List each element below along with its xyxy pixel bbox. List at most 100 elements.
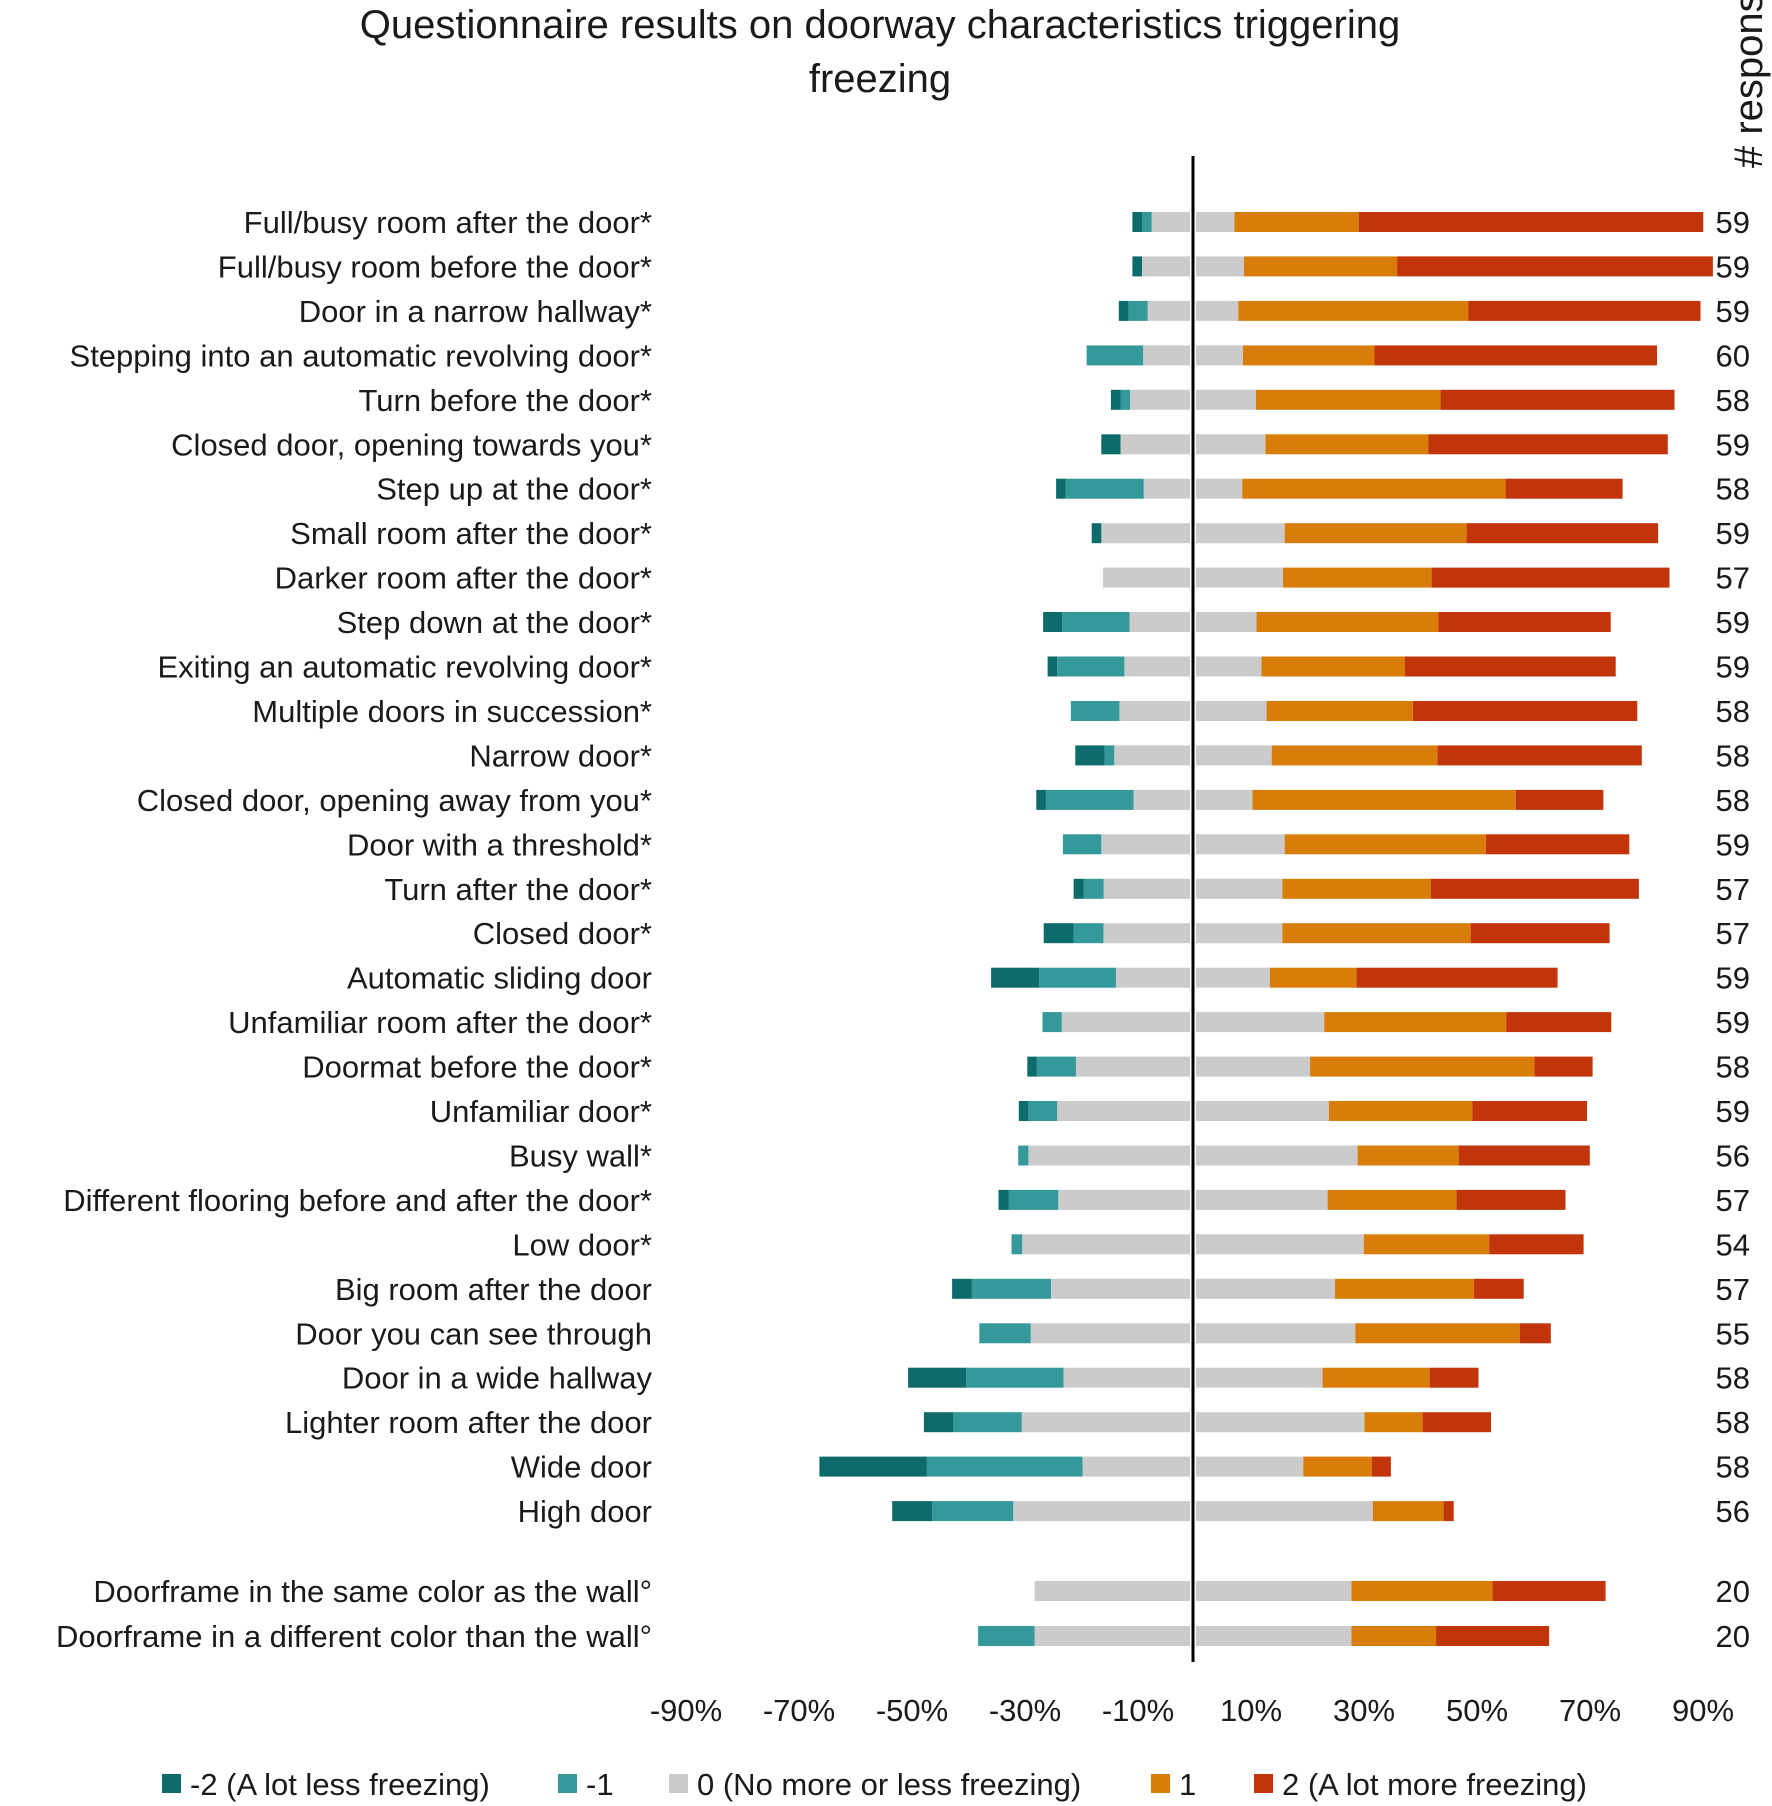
bar-segment-minus1 [1018,1145,1029,1166]
bar-segment-neutral-right [1196,789,1253,810]
bar-segment-plus1 [1234,212,1359,232]
category-label: Door with a threshold* [347,827,652,862]
bar-segment-neutral-right [1196,567,1283,588]
bar-segment-plus1 [1328,1101,1473,1121]
bar-segment-plus2 [1456,1189,1566,1210]
bar-segment-neutral-right [1196,1323,1356,1344]
bar-segment-neutral-right [1196,878,1283,899]
bar-segment-neutral-right [1196,389,1256,410]
bar-segment-neutral-left [1101,523,1190,544]
bar-segment-plus2 [1489,1234,1584,1255]
category-label: Full/busy room after the door* [244,205,652,240]
x-tick-label: -10% [1102,1693,1174,1728]
bar-segment-minus2 [1110,389,1121,410]
category-label: Different flooring before and after the … [63,1183,652,1218]
bar-segment-minus2 [923,1412,954,1433]
bar-segment-plus1 [1335,1278,1474,1299]
bar-segment-neutral-right [1196,523,1285,544]
bar-segment-plus2 [1397,256,1713,277]
response-count: 59 [1716,205,1750,240]
x-tick-label: -50% [876,1693,948,1728]
legend-swatch [558,1774,577,1793]
response-count: 59 [1716,1094,1750,1129]
bar-segment-neutral-right [1196,1189,1328,1210]
response-count: 56 [1716,1494,1750,1529]
bar-segment-plus2 [1470,923,1610,944]
bar-segment-plus2 [1443,1501,1454,1522]
bar-segment-neutral-left [1101,834,1190,855]
response-count-labels: 59 59 59 60 58 59 58 59 57 59 59 58 58 58 59 57 57 59 59 58… [1716,205,1750,1654]
bar-segment-plus1 [1283,567,1432,588]
bar-segment-plus1 [1355,1323,1520,1344]
legend-item: -2 (A lot less freezing) [162,1767,490,1802]
response-count: 20 [1716,1619,1750,1654]
category-label: Step up at the door* [376,472,652,507]
bar-segment-minus1 [1073,923,1104,944]
bar-segment-plus2 [1468,300,1701,321]
bar-segment-plus2 [1440,389,1675,410]
bar-segment-neutral-left [1114,745,1190,766]
chart-title-line: Questionnaire results on doorway charact… [360,3,1401,47]
bar-segment-plus2 [1436,1626,1550,1646]
bar-segment-plus1 [1351,1581,1493,1601]
bar-segment-minus2 [1118,300,1129,321]
category-label: Low door* [512,1227,652,1262]
bar-segment-minus2 [1073,878,1084,899]
bar-segment-minus2 [1027,1056,1037,1077]
bar-segment-minus1 [1062,612,1130,632]
bar-segment-neutral-right [1196,1367,1323,1388]
bar-segment-minus2 [908,1367,967,1388]
bar-segment-minus1 [1104,745,1115,766]
bar-segment-plus1 [1282,923,1471,944]
response-count: 58 [1716,694,1750,729]
category-label: Automatic sliding door [347,961,652,996]
bar-segment-plus2 [1413,701,1638,721]
bar-segment-plus2 [1358,212,1704,232]
bar-segment-plus2 [1472,1101,1587,1121]
bar-segment-minus2 [1018,1101,1029,1121]
bar-segment-minus1 [1128,300,1148,321]
response-count: 58 [1716,738,1750,773]
bar-segment-minus1 [1062,834,1102,855]
legend-item: 2 (A lot more freezing) [1254,1767,1587,1802]
legend-swatch [669,1774,688,1793]
bar-segment-minus2 [1091,523,1102,544]
bar-segment-plus2 [1519,1323,1551,1344]
bar-segment-minus1 [978,1626,1035,1646]
response-count: 57 [1716,1272,1750,1307]
chart-title-line: freezing [809,57,951,101]
bars-layer [819,212,1713,1646]
bar-segment-minus2 [1043,923,1074,944]
bar-segment-minus1 [1065,478,1144,499]
category-label: Step down at the door* [337,605,652,640]
bar-segment-plus2 [1505,478,1623,499]
category-label: Unfamiliar door* [430,1094,652,1129]
bar-segment-minus1 [1045,789,1134,810]
bar-segment-plus2 [1371,1456,1391,1477]
x-tick-label: 30% [1333,1693,1395,1728]
bar-segment-plus1 [1255,389,1441,410]
bar-segment-neutral-right [1196,345,1243,366]
category-label: Turn before the door* [358,383,652,418]
bar-segment-minus1 [1011,1234,1023,1255]
bar-segment-plus1 [1327,1189,1457,1210]
response-count: 59 [1716,294,1750,329]
bar-segment-plus2 [1431,567,1670,588]
bar-segment-minus2 [1132,212,1142,232]
chart-title: Questionnaire results on doorway charact… [360,3,1401,101]
bar-segment-neutral-left [1051,1278,1190,1299]
category-label: Closed door, opening towards you* [171,427,652,462]
bar-segment-minus2 [1047,656,1058,677]
category-label: Multiple doors in succession* [252,694,652,729]
category-label: Door you can see through [295,1316,652,1351]
bar-segment-neutral-left [1028,1145,1190,1166]
bar-segment-minus2 [1056,478,1066,499]
bar-segment-neutral-left [1142,256,1190,277]
bar-segment-plus2 [1356,967,1558,988]
bar-segment-neutral-left [1058,1189,1190,1210]
bar-segment-minus2 [819,1456,927,1477]
response-count: 59 [1716,1005,1750,1040]
bar-segment-minus2 [998,1189,1009,1210]
bar-segment-plus1 [1242,478,1506,499]
